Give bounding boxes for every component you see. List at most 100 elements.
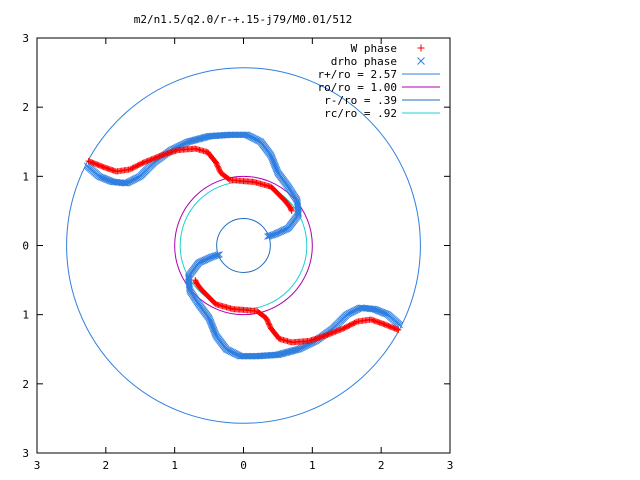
w-phase-point xyxy=(347,321,354,328)
w-phase-point xyxy=(345,322,352,329)
w-phase-point xyxy=(344,323,351,330)
drho-phase-point xyxy=(187,137,195,145)
w-phase-point xyxy=(144,157,151,164)
w-phase-point xyxy=(88,159,95,166)
w-phase-point xyxy=(90,160,97,167)
w-phase-point xyxy=(143,158,150,165)
drho-phase-point xyxy=(196,135,204,142)
w-phase-point xyxy=(129,165,136,172)
w-phase-point xyxy=(94,161,101,168)
x-tick-label: 2 xyxy=(378,459,385,472)
w-phase-point xyxy=(139,160,146,167)
w-phase-point xyxy=(128,165,135,172)
w-phase-point xyxy=(333,328,340,335)
w-phase-point xyxy=(148,156,155,163)
drho-phase-point xyxy=(108,178,115,185)
w-phase-point xyxy=(329,329,336,336)
circle-1 xyxy=(174,175,313,316)
drho-phase-point xyxy=(283,349,291,356)
drho-phase-point xyxy=(282,349,290,357)
w-phase-point xyxy=(215,164,222,171)
w-phase-point xyxy=(264,317,271,324)
drho-phase-point xyxy=(121,179,129,187)
drho-phase-point xyxy=(203,133,210,141)
w-phase-point xyxy=(267,324,274,331)
w-phase-point xyxy=(337,326,344,333)
drho-phase-point xyxy=(291,346,299,354)
w-phase-point xyxy=(328,330,335,337)
drho-phase-point xyxy=(188,137,196,145)
y-tick-label: 1 xyxy=(22,309,29,322)
drho-phase-point xyxy=(197,134,205,142)
drho-phase-point xyxy=(200,134,208,141)
drho-phase-point xyxy=(195,135,203,143)
w-phase-point xyxy=(352,319,359,326)
drho-phase-point xyxy=(192,136,200,144)
w-phase-point xyxy=(213,160,220,167)
w-phase-point xyxy=(140,159,147,166)
w-phase-point xyxy=(390,324,397,331)
w-phase-point xyxy=(147,156,154,163)
w-phase-point xyxy=(266,322,273,329)
w-phase-point xyxy=(153,154,160,161)
w-phase-point xyxy=(394,326,401,333)
legend-label: r-/ro = .39 xyxy=(324,94,397,107)
chart-title: m2/n1.5/q2.0/r-+.15-j79/M0.01/512 xyxy=(134,13,353,26)
w-phase-point xyxy=(134,162,141,169)
drho-phase-point xyxy=(214,251,222,259)
w-phase-point xyxy=(214,163,221,170)
drho-phase-point xyxy=(288,347,296,355)
legend-label: ro/ro = 1.00 xyxy=(318,81,397,94)
w-phase-point xyxy=(340,325,347,332)
drho-phase-point xyxy=(191,136,199,144)
w-phase-point xyxy=(192,277,199,284)
w-phase-point xyxy=(342,324,349,331)
w-phase-point xyxy=(346,322,353,329)
drho-phase-point xyxy=(194,135,201,143)
w-phase-point xyxy=(395,326,402,333)
drho-phase-point xyxy=(185,274,192,282)
w-phase-point xyxy=(138,160,145,167)
drho-phase-point xyxy=(238,352,245,360)
w-phase-point xyxy=(341,324,348,331)
w-phase-point xyxy=(384,322,391,329)
w-phase-point xyxy=(95,162,102,169)
x-tick-label: 0 xyxy=(240,459,247,472)
drho-phase-point xyxy=(372,306,379,313)
w-phase-point xyxy=(130,164,137,171)
w-phase-point xyxy=(386,323,393,330)
w-phase-point xyxy=(332,328,339,335)
w-phase-point xyxy=(392,325,399,332)
drho-phase-point xyxy=(281,349,288,357)
w-phase-point xyxy=(145,157,152,164)
circle-3 xyxy=(179,181,308,310)
drho-phase-point xyxy=(287,347,295,355)
w-phase-point xyxy=(325,331,332,338)
drho-phase-point xyxy=(185,138,192,146)
legend-marker-swatch xyxy=(417,44,425,52)
drho-phase-point xyxy=(279,350,287,357)
w-phase-point xyxy=(288,207,295,214)
w-phase-point xyxy=(265,319,272,326)
w-phase-point xyxy=(151,155,158,162)
drho-phase-point xyxy=(286,348,293,356)
y-tick-label: 3 xyxy=(22,447,29,460)
circle-2 xyxy=(216,218,271,273)
drho-phase-point xyxy=(186,138,194,145)
w-phase-point xyxy=(152,154,159,161)
drho-phase-point xyxy=(199,134,206,142)
w-phase-point xyxy=(156,153,163,160)
w-phase-point xyxy=(215,165,222,172)
w-phase-point xyxy=(91,160,98,167)
drho-phase-point xyxy=(265,232,273,240)
w-phase-point xyxy=(327,330,334,337)
w-phase-point xyxy=(96,162,103,169)
w-phase-point xyxy=(85,158,92,165)
w-phase-point xyxy=(391,325,398,332)
legend-label: drho phase xyxy=(331,55,397,68)
w-phase-point xyxy=(331,329,338,336)
drho-phase-point xyxy=(277,350,284,358)
w-phase-point xyxy=(338,326,345,333)
w-phase-point xyxy=(382,321,389,328)
